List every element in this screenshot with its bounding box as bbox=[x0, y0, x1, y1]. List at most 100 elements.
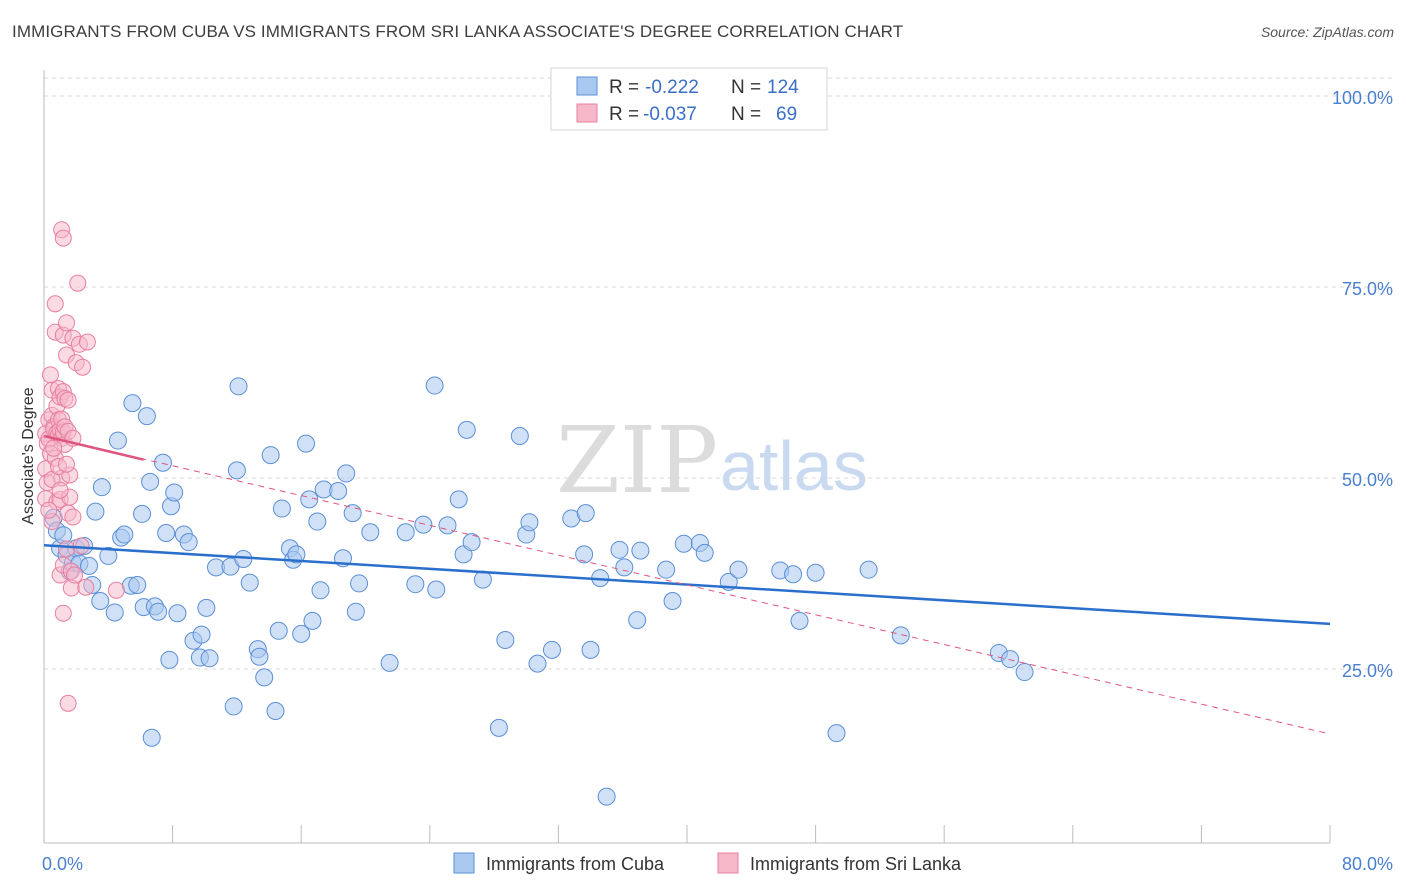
cuba-point bbox=[200, 649, 219, 668]
cuba-point bbox=[784, 565, 803, 584]
cuba-point bbox=[86, 502, 105, 521]
cuba-point bbox=[123, 394, 142, 413]
y-axis-title: Associate's Degree bbox=[20, 387, 37, 524]
watermark-atlas: atlas bbox=[720, 427, 868, 505]
lanka-point bbox=[64, 508, 82, 526]
y-tick-label: 75.0% bbox=[1342, 279, 1393, 299]
cuba-point bbox=[266, 702, 285, 721]
cuba-point bbox=[528, 654, 547, 673]
cuba-point bbox=[806, 563, 825, 582]
cuba-point bbox=[414, 515, 433, 534]
lanka-point bbox=[59, 694, 77, 712]
cuba-point bbox=[663, 592, 682, 611]
stats-n-value: 124 bbox=[767, 77, 799, 98]
x-tick-labels: 0.0% 80.0% bbox=[42, 854, 1393, 874]
y-tick-label: 50.0% bbox=[1342, 470, 1393, 490]
cuba-point bbox=[91, 592, 110, 611]
cuba-point bbox=[346, 602, 365, 621]
legend-label-cuba: Immigrants from Cuba bbox=[486, 854, 665, 874]
cuba-point bbox=[141, 472, 160, 491]
cuba-point bbox=[142, 728, 161, 747]
cuba-point bbox=[520, 513, 539, 532]
cuba-point bbox=[581, 640, 600, 659]
cuba-point bbox=[510, 426, 529, 445]
cuba-point bbox=[1015, 663, 1034, 682]
lanka-point bbox=[54, 229, 72, 247]
cuba-point bbox=[224, 697, 243, 716]
lanka-point bbox=[58, 455, 76, 473]
lanka-point bbox=[46, 295, 64, 313]
cuba-point bbox=[729, 560, 748, 579]
cuba-point bbox=[859, 560, 878, 579]
cuba-point bbox=[406, 575, 425, 594]
cuba-point bbox=[396, 523, 415, 542]
legend-swatch-lanka bbox=[717, 852, 739, 874]
cuba-point bbox=[361, 523, 380, 542]
lanka-point bbox=[51, 481, 69, 499]
cuba-point bbox=[192, 625, 211, 644]
lanka-point bbox=[69, 274, 87, 292]
cuba-point bbox=[628, 611, 647, 630]
cuba-point bbox=[610, 540, 629, 559]
cuba-point bbox=[197, 598, 216, 617]
x-tick-label: 80.0% bbox=[1342, 854, 1393, 874]
series-lanka-points bbox=[37, 221, 125, 712]
stats-r-value: -0.222 bbox=[645, 77, 699, 98]
cuba-point bbox=[674, 534, 693, 553]
cuba-point bbox=[261, 446, 280, 465]
cuba-point bbox=[350, 574, 369, 593]
stats-r-label: R = bbox=[609, 77, 639, 98]
source-label: Source: ZipAtlas.com bbox=[1260, 24, 1394, 40]
lanka-point bbox=[58, 540, 76, 558]
cuba-point bbox=[287, 545, 306, 564]
lanka-point bbox=[66, 566, 84, 584]
cuba-point bbox=[227, 461, 246, 480]
cuba-point bbox=[137, 407, 156, 426]
cuba-trend-line bbox=[43, 543, 1331, 626]
trend-lines bbox=[43, 434, 1331, 735]
cuba-point bbox=[337, 464, 356, 483]
cuba-point bbox=[576, 504, 595, 523]
lanka-point bbox=[58, 314, 76, 332]
stats-n-label: N = bbox=[731, 77, 761, 98]
cuba-point bbox=[240, 573, 259, 592]
chart-title: IMMIGRANTS FROM CUBA VS IMMIGRANTS FROM … bbox=[12, 22, 904, 41]
lanka-point bbox=[40, 501, 58, 519]
cuba-point bbox=[449, 490, 468, 509]
cuba-point bbox=[297, 434, 316, 453]
watermark-zip: ZIP bbox=[556, 407, 718, 514]
cuba-point bbox=[133, 504, 152, 523]
cuba-point bbox=[250, 647, 269, 666]
cuba-point bbox=[165, 483, 184, 502]
y-tick-label: 25.0% bbox=[1342, 661, 1393, 681]
cuba-point bbox=[168, 604, 187, 623]
lanka-point bbox=[74, 358, 92, 376]
stats-r-label: R = bbox=[609, 104, 639, 125]
series-legend: Immigrants from Cuba Immigrants from Sri… bbox=[453, 852, 962, 874]
cuba-point bbox=[105, 603, 124, 622]
lanka-point bbox=[41, 366, 59, 384]
cuba-point bbox=[128, 575, 147, 594]
cuba-point bbox=[99, 546, 118, 565]
cuba-point bbox=[229, 377, 248, 396]
cuba-point bbox=[343, 504, 362, 523]
cuba-point bbox=[300, 490, 319, 509]
lanka-point bbox=[78, 333, 96, 351]
lanka-trend-line bbox=[43, 434, 144, 461]
cuba-point bbox=[496, 630, 515, 649]
cuba-point bbox=[790, 611, 809, 630]
lanka-point bbox=[59, 391, 77, 409]
cuba-point bbox=[149, 602, 168, 621]
cuba-point bbox=[827, 724, 846, 743]
cuba-point bbox=[272, 499, 291, 518]
cuba-point bbox=[255, 668, 274, 687]
stats-n-value: 69 bbox=[776, 104, 797, 125]
cuba-point bbox=[179, 533, 198, 552]
cuba-point bbox=[425, 376, 444, 395]
cuba-point bbox=[891, 626, 910, 645]
cuba-point bbox=[631, 541, 650, 560]
cuba-point bbox=[157, 524, 176, 543]
cuba-point bbox=[329, 481, 348, 500]
lanka-point bbox=[107, 581, 125, 599]
